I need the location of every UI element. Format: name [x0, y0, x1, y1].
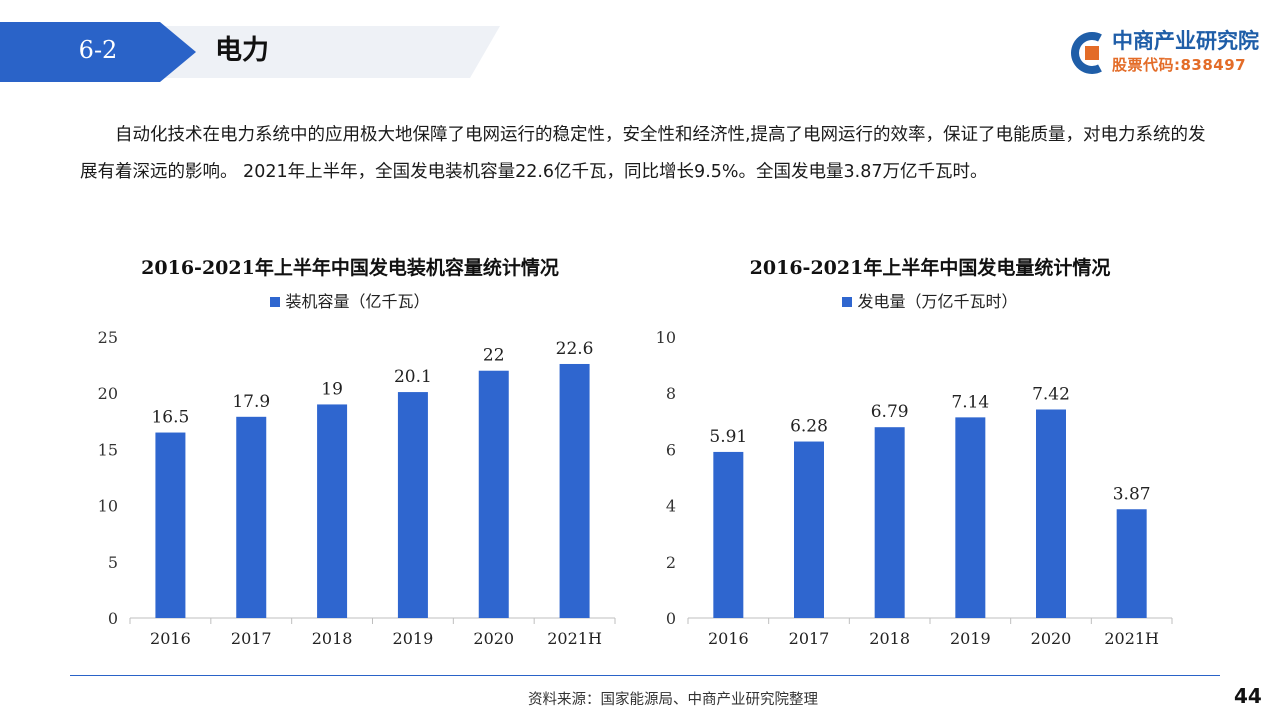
y-tick-label: 6: [666, 440, 676, 459]
bar: [236, 416, 267, 618]
data-label: 6.79: [871, 402, 909, 422]
y-tick-label: 4: [666, 497, 676, 516]
x-tick-label: 2016: [708, 629, 749, 648]
bar: [1116, 509, 1147, 618]
bar-plot: 0 5 10 15 20 25 16.5 2016 17.9 2017 19 2018 20.1 2019…: [98, 328, 616, 648]
bar: [317, 404, 348, 618]
y-tick-label: 0: [666, 609, 676, 628]
y-tick-label: 20: [98, 384, 118, 403]
x-tick-label: 2019: [393, 629, 434, 648]
y-tick-label: 0: [108, 609, 118, 628]
data-label: 17.9: [232, 392, 270, 412]
x-tick-label: 2018: [312, 629, 353, 648]
chart-title: 2016-2021年上半年中国发电装机容量统计情况: [141, 257, 559, 279]
chart-legend: 装机容量（亿千瓦）: [70, 288, 630, 312]
data-label: 7.42: [1032, 384, 1070, 404]
logo-mark-icon: [1071, 32, 1102, 74]
bar: [1036, 409, 1066, 618]
x-tick-label: 2017: [789, 629, 830, 648]
logo-name: 中商产业研究院: [1112, 29, 1259, 53]
x-tick-label: 2018: [869, 629, 910, 648]
data-label: 16.5: [151, 408, 189, 428]
data-label: 7.14: [951, 392, 989, 412]
data-label: 22: [483, 346, 505, 366]
legend-label: 装机容量（亿千瓦）: [285, 292, 430, 311]
legend-swatch: [270, 296, 281, 307]
section-number: 6-2: [78, 36, 118, 64]
y-tick-label: 5: [108, 553, 118, 572]
x-tick-label: 2021H: [547, 629, 602, 648]
company-logo: 中商产业研究院 股票代码:838497: [1070, 28, 1260, 80]
y-tick-label: 15: [98, 440, 118, 459]
chart-title: 2016-2021年上半年中国发电量统计情况: [749, 257, 1111, 279]
x-tick-label: 2017: [231, 629, 272, 648]
y-tick-label: 2: [666, 553, 676, 572]
x-tick-label: 2020: [1031, 629, 1072, 648]
bar: [794, 441, 824, 618]
bar-plot: 0 2 4 6 8 10 5.91 2016 6.28 2017 6.79 2018 7.14 2019 7…: [656, 328, 1173, 648]
bar: [397, 392, 428, 618]
y-tick-label: 25: [98, 328, 118, 347]
data-label: 3.87: [1113, 484, 1151, 504]
legend-swatch: [842, 296, 853, 307]
y-tick-label: 8: [666, 384, 676, 403]
bar: [874, 427, 905, 618]
x-tick-label: 2016: [150, 629, 191, 648]
chart-legend: 发电量（万亿千瓦时）: [640, 288, 1220, 312]
data-label: 5.91: [709, 427, 747, 447]
page-title: 电力: [215, 35, 269, 66]
bar: [155, 432, 186, 618]
page-number: 44: [1234, 684, 1262, 708]
bar: [713, 451, 744, 618]
legend-label: 发电量（万亿千瓦时）: [857, 292, 1018, 311]
section-header-band: [0, 22, 500, 82]
data-label: 6.28: [790, 417, 828, 437]
logo-stock-code: 股票代码:838497: [1112, 56, 1247, 74]
x-tick-label: 2021H: [1104, 629, 1159, 648]
bar: [559, 363, 590, 618]
data-label: 22.6: [556, 339, 594, 359]
data-label: 20.1: [394, 367, 432, 387]
data-label: 19: [321, 379, 343, 399]
bar: [955, 417, 986, 618]
installed-capacity-chart: 2016-2021年上半年中国发电装机容量统计情况 装机容量（亿千瓦） 0 5 10…: [70, 245, 630, 665]
power-generation-chart: 2016-2021年上半年中国发电量统计情况 发电量（万亿千瓦时） 0 2 4 6 8 1…: [640, 245, 1220, 665]
intro-paragraph: 自动化技术在电力系统中的应用极大地保障了电网运行的稳定性，安全性和经济性,提高了…: [80, 125, 1206, 182]
x-tick-label: 2019: [950, 629, 991, 648]
y-tick-label: 10: [656, 328, 676, 347]
data-source-note: 资料来源：国家能源局、中商产业研究院整理: [528, 692, 818, 708]
bar: [478, 370, 509, 618]
x-tick-label: 2020: [473, 629, 514, 648]
footer-divider: [70, 675, 1220, 676]
y-tick-label: 10: [98, 497, 118, 516]
